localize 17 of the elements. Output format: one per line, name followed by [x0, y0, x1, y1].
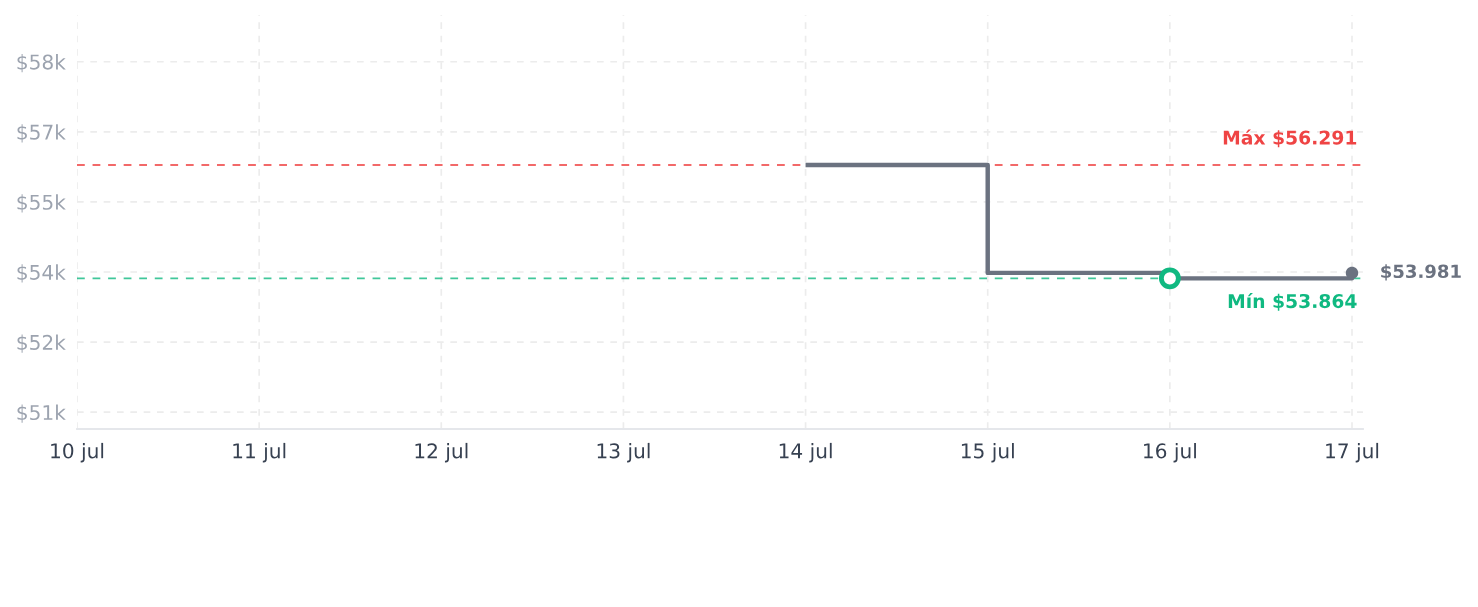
x-tick-label: 15 jul: [961, 442, 1014, 463]
x-tick-label: 14 jul: [779, 442, 832, 463]
y-tick-label: $52k: [17, 334, 66, 353]
ref-line-label: Máx $56.291: [1223, 129, 1357, 148]
x-tick-label: 12 jul: [415, 442, 468, 463]
x-tick-label: 16 jul: [1144, 442, 1196, 463]
x-tick-label: 11 jul: [233, 442, 286, 463]
y-tick-label: $54k: [17, 264, 66, 283]
ref-line-label: Mín $53.864: [1228, 292, 1357, 311]
y-tick-label: $51k: [17, 404, 66, 423]
y-tick-label: $57k: [17, 124, 66, 143]
x-tick-label: 17 jul: [1326, 442, 1379, 463]
annotation: $53.981: [1381, 264, 1461, 281]
x-tick-label: 13 jul: [597, 442, 650, 463]
x-tick-label: 10 jul: [51, 442, 104, 463]
y-tick-label: $55k: [17, 194, 66, 213]
y-tick-label: $58k: [17, 54, 66, 73]
